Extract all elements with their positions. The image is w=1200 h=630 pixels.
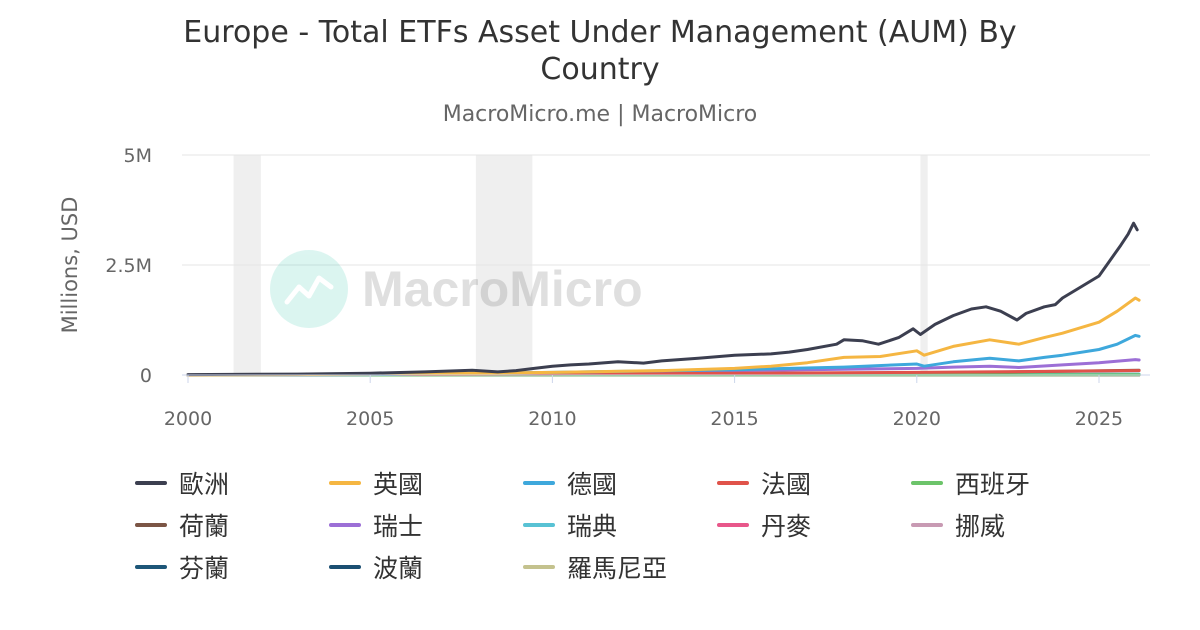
x-tick-label: 2020 — [893, 408, 941, 430]
legend-item[interactable]: 芬蘭 — [135, 552, 329, 583]
legend-swatch — [329, 565, 361, 569]
legend-item[interactable]: 挪威 — [911, 510, 1105, 541]
legend-label: 英國 — [373, 470, 424, 499]
legend-label: 法國 — [761, 470, 812, 499]
legend-label: 芬蘭 — [179, 554, 230, 583]
series-line-英國 — [186, 296, 1141, 377]
legend: 歐洲 英國 德國 法國 西班牙荷蘭 瑞士 瑞典 丹麥 挪威芬蘭 波蘭 羅馬尼亞 — [135, 468, 1115, 583]
legend-label: 德國 — [567, 470, 618, 499]
legend-label: 瑞典 — [567, 512, 618, 541]
y-tick-label: 5M — [124, 145, 152, 167]
x-tick-label: 2025 — [1075, 408, 1123, 430]
chart-title: Europe - Total ETFs Asset Under Manageme… — [183, 15, 1017, 87]
legend-label: 瑞士 — [373, 512, 424, 541]
y-axis-ticks: 0 2.5M 5M — [105, 145, 152, 387]
x-tick-label: 2010 — [528, 408, 576, 430]
legend-item[interactable]: 西班牙 — [911, 468, 1105, 499]
legend-label: 荷蘭 — [179, 512, 230, 541]
legend-swatch — [523, 565, 555, 569]
legend-item[interactable]: 波蘭 — [329, 552, 523, 583]
y-tick-label: 0 — [140, 365, 152, 387]
legend-swatch — [911, 523, 943, 527]
legend-item[interactable]: 德國 — [523, 468, 717, 499]
legend-swatch — [523, 523, 555, 527]
legend-label: 波蘭 — [373, 554, 424, 583]
y-tick-label: 2.5M — [105, 255, 152, 277]
legend-swatch — [135, 481, 167, 485]
x-tick-label: 2000 — [164, 408, 212, 430]
grid-lines — [182, 154, 1150, 266]
legend-label: 羅馬尼亞 — [567, 554, 668, 583]
watermark-text: MacroMicro — [362, 261, 643, 317]
legend-swatch — [329, 481, 361, 485]
legend-swatch — [717, 481, 749, 485]
legend-swatch — [717, 523, 749, 527]
chart-subtitle: MacroMicro.me | MacroMicro — [442, 102, 758, 127]
legend-item[interactable]: 丹麥 — [717, 510, 911, 541]
legend-item[interactable]: 瑞典 — [523, 510, 717, 541]
legend-swatch — [911, 481, 943, 485]
legend-label: 丹麥 — [761, 512, 812, 541]
legend-item[interactable]: 英國 — [329, 468, 523, 499]
legend-label: 歐洲 — [179, 470, 230, 499]
legend-label: 西班牙 — [955, 470, 1031, 499]
y-axis-label: Millions, USD — [58, 197, 82, 334]
legend-item[interactable]: 羅馬尼亞 — [523, 552, 717, 583]
legend-label: 挪威 — [955, 512, 1006, 541]
legend-item[interactable]: 法國 — [717, 468, 911, 499]
x-axis-ticks: 2000 2005 2010 2015 2020 2025 — [164, 375, 1123, 430]
legend-item[interactable]: 瑞士 — [329, 510, 523, 541]
legend-swatch — [523, 481, 555, 485]
legend-item[interactable]: 荷蘭 — [135, 510, 329, 541]
legend-swatch — [329, 523, 361, 527]
macromicro-logo-icon — [270, 250, 348, 328]
legend-swatch — [135, 565, 167, 569]
watermark: MacroMicro — [270, 250, 643, 328]
x-tick-label: 2005 — [346, 408, 394, 430]
legend-item[interactable]: 歐洲 — [135, 468, 329, 499]
series-line-歐洲 — [186, 221, 1139, 377]
x-tick-label: 2015 — [710, 408, 758, 430]
legend-swatch — [135, 523, 167, 527]
